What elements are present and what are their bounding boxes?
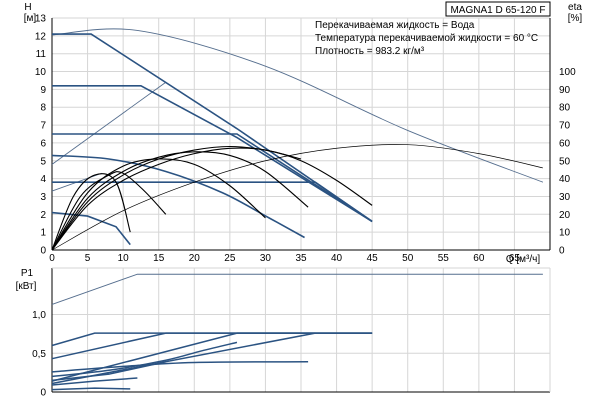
power-curve-5: [51, 361, 309, 373]
y-tick-label-2: 2: [40, 210, 46, 221]
head-limit-line-1: [51, 81, 167, 165]
head-curve-1: [52, 85, 373, 223]
y2-axis-title: eta: [568, 2, 582, 13]
y-axis-unit-head: [м]: [24, 13, 37, 24]
power-tick-label-2: 1,0: [32, 310, 46, 321]
power-curve-6: [51, 341, 238, 378]
axis-layer: 0 5 10 15 20 25 30 35 40 45 50 55 60 6501234567891011…: [32, 14, 576, 399]
x-tick-label-40: 40: [331, 253, 343, 264]
y-tick-label-12: 12: [35, 31, 47, 42]
power-curve-9: [51, 387, 131, 391]
x-tick-label-50: 50: [402, 253, 414, 264]
y-tick-label-1: 1: [40, 228, 46, 239]
x-tick-label-20: 20: [189, 253, 201, 264]
y-tick-label-7: 7: [40, 121, 46, 132]
y-axis-title-head: H: [24, 2, 31, 13]
series-layer: [51, 28, 544, 391]
x-tick-label-25: 25: [224, 253, 236, 264]
y-tick-label-13: 13: [35, 14, 47, 25]
y2-tick-label-60: 60: [559, 138, 571, 149]
y2-tick-label-90: 90: [559, 85, 571, 96]
efficiency-curve-0: [51, 147, 373, 251]
power-curve-3: [51, 332, 373, 382]
x-tick-label-5: 5: [85, 253, 91, 264]
y2-tick-label-10: 10: [559, 228, 571, 239]
y2-tick-label-30: 30: [559, 192, 571, 203]
y2-axis-unit: [%]: [568, 13, 583, 24]
x-axis-title: Q [м³/ч]: [506, 254, 541, 265]
head-curve-4: [51, 154, 305, 239]
label-layer: H [м] eta [%] Q [м³/ч] P1 [кВт] Перекачи…: [16, 1, 583, 292]
efficiency-curve-3: [51, 158, 266, 251]
y2-tick-label-80: 80: [559, 103, 571, 114]
power-curve-2: [51, 332, 373, 360]
y2-tick-label-20: 20: [559, 210, 571, 221]
efficiency-curve-4: [51, 171, 167, 251]
y-tick-label-6: 6: [40, 138, 46, 149]
x-tick-label-35: 35: [295, 253, 307, 264]
y-tick-label-8: 8: [40, 103, 46, 114]
y-tick-label-3: 3: [40, 192, 46, 203]
x-tick-label-65: 65: [509, 253, 521, 264]
head-curve-3: [52, 181, 373, 223]
y-tick-label-4: 4: [40, 174, 46, 185]
power-curve-8: [51, 377, 138, 386]
y2-tick-label-70: 70: [559, 121, 571, 132]
efficiency-curve-6: [51, 144, 543, 251]
x-tick-label-45: 45: [367, 253, 379, 264]
head-curve-2: [52, 133, 373, 223]
power-tick-label-0: 0: [40, 388, 46, 399]
x-tick-label-15: 15: [153, 253, 165, 264]
y-tick-label-11: 11: [36, 49, 47, 60]
y-axis-title-power: P1: [21, 268, 34, 279]
y-tick-label-9: 9: [40, 85, 46, 96]
x-tick-label-55: 55: [438, 253, 450, 264]
y-tick-label-5: 5: [40, 156, 46, 167]
power-curve-0: [51, 273, 543, 305]
info-line-fluid: Перекачиваемая жидкость = Вода: [315, 20, 475, 31]
y2-tick-label-100: 100: [559, 67, 576, 78]
efficiency-curve-1: [51, 145, 302, 251]
info-line-density: Плотность = 983.2 кг/м³: [315, 46, 425, 57]
x-tick-label-10: 10: [118, 253, 130, 264]
y2-tick-label-0: 0: [559, 246, 565, 257]
model-label: MAGNA1 D 65-120 F: [450, 5, 545, 16]
y-tick-label-0: 0: [40, 246, 46, 257]
y2-tick-label-50: 50: [559, 156, 571, 167]
x-tick-label-30: 30: [260, 253, 272, 264]
y-axis-unit-power: [кВт]: [16, 281, 37, 292]
y-tick-label-10: 10: [35, 67, 47, 78]
efficiency-curve-2: [51, 151, 309, 251]
power-tick-label-1: 0,5: [32, 349, 46, 360]
head-curve-0: [52, 33, 373, 223]
info-line-temperature: Температура перекачиваемой жидкости = 60…: [315, 33, 538, 44]
x-tick-label-60: 60: [473, 253, 485, 264]
y2-tick-label-40: 40: [559, 174, 571, 185]
x-tick-label-0: 0: [49, 253, 55, 264]
power-curve-7: [51, 361, 166, 382]
model-label-box: [445, 1, 551, 17]
efficiency-curve-5: [51, 173, 131, 251]
head-limit-line-0: [51, 28, 544, 183]
